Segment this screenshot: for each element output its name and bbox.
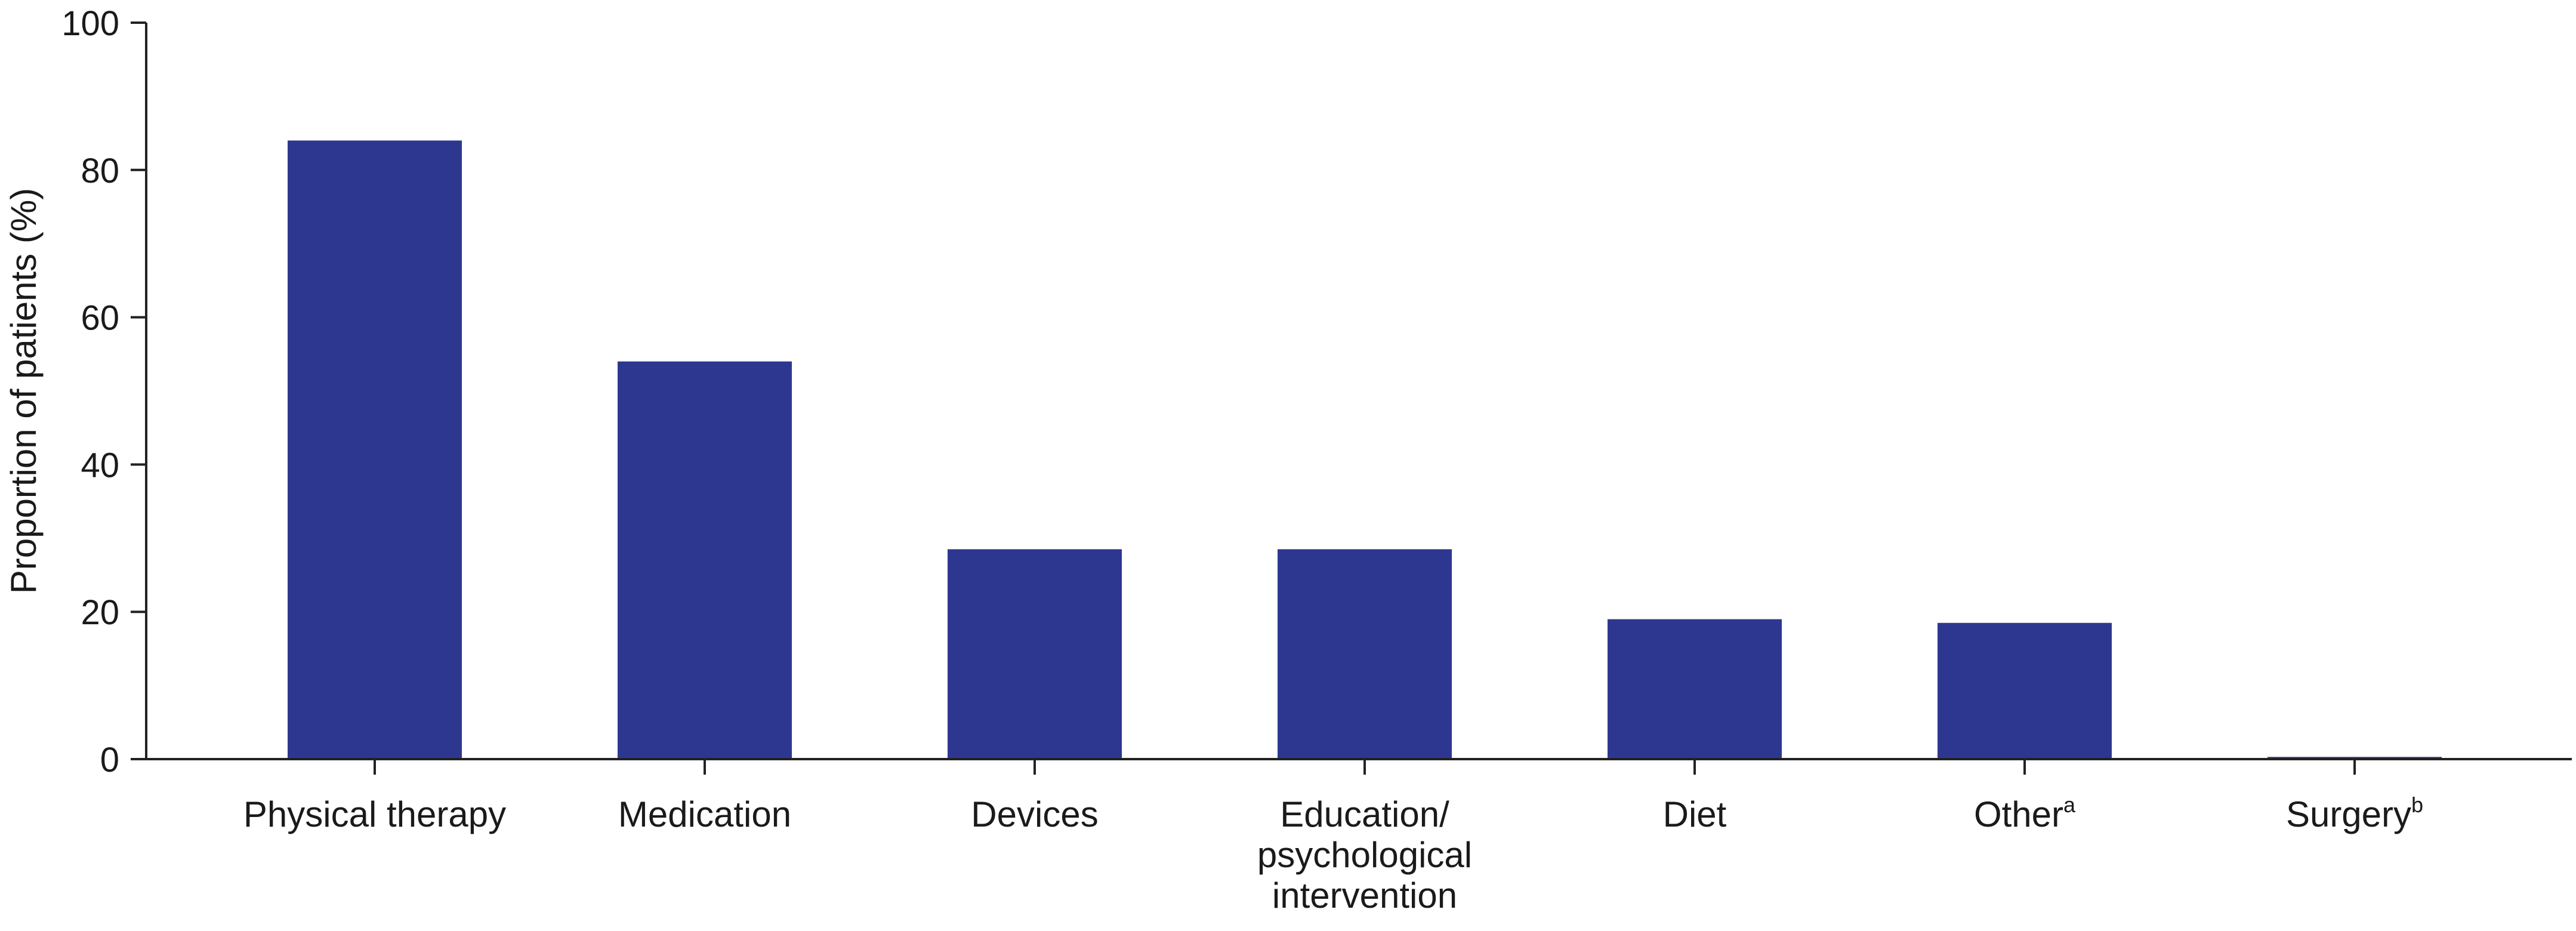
- x-category-label: Physical therapy: [243, 794, 506, 834]
- bar: [1608, 619, 1782, 759]
- bar: [288, 140, 462, 760]
- x-ticks-group: Physical therapy Medication Devices Educati…: [243, 759, 2423, 915]
- y-tick-label: 40: [81, 446, 119, 485]
- axes-group: [145, 23, 2572, 760]
- bar: [618, 361, 792, 759]
- bars-group: [288, 140, 2442, 760]
- x-category-label-line: Other: [1974, 794, 2063, 834]
- x-category-label-line: Education/: [1280, 794, 1449, 834]
- y-ticks-group: 0 20 40 60 80 100: [61, 4, 146, 779]
- x-category-label-line: Medication: [618, 794, 791, 834]
- x-category-label-line: Diet: [1663, 794, 1727, 834]
- x-category-footnote-marker: a: [2063, 793, 2076, 817]
- x-category-label-line: psychological: [1257, 835, 1472, 875]
- x-category-label-line: Surgery: [2286, 794, 2411, 834]
- bar: [948, 549, 1122, 759]
- y-tick-label: 100: [61, 4, 119, 43]
- x-category-label: Education/psychological intervention: [1257, 794, 1472, 915]
- x-category-label: Medication: [618, 794, 791, 834]
- x-category-label: Diet: [1663, 794, 1727, 834]
- y-axis-title: Proportion of patients (%): [4, 188, 44, 594]
- x-category-label-line: Physical therapy: [243, 794, 506, 834]
- x-category-label-line: intervention: [1272, 875, 1457, 915]
- x-category-label-line: Devices: [971, 794, 1098, 834]
- x-category-label: Surgeryb: [2286, 793, 2423, 834]
- bar: [1278, 549, 1452, 759]
- x-category-label: Devices: [971, 794, 1098, 834]
- bar: [1938, 622, 2112, 759]
- y-tick-label: 0: [100, 741, 119, 779]
- y-tick-label: 80: [81, 152, 119, 190]
- x-category-label: Othera: [1974, 793, 2076, 834]
- y-tick-label: 20: [81, 593, 119, 632]
- x-category-footnote-marker: b: [2411, 793, 2423, 817]
- y-tick-label: 60: [81, 299, 119, 338]
